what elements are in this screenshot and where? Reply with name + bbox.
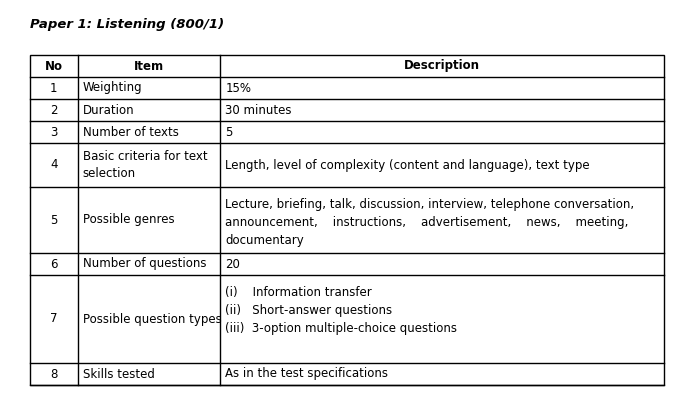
Text: 5: 5: [225, 126, 233, 139]
Text: Skills tested: Skills tested: [83, 367, 154, 381]
Text: Possible question types: Possible question types: [83, 312, 221, 325]
Text: 1: 1: [50, 82, 57, 94]
Text: Paper 1: Listening (800/1): Paper 1: Listening (800/1): [30, 18, 224, 31]
Text: Number of questions: Number of questions: [83, 258, 206, 270]
Text: Lecture, briefing, talk, discussion, interview, telephone conversation,
announce: Lecture, briefing, talk, discussion, int…: [225, 198, 635, 247]
Text: Length, level of complexity (content and language), text type: Length, level of complexity (content and…: [225, 158, 590, 171]
Text: 20: 20: [225, 258, 240, 270]
Text: 4: 4: [50, 158, 57, 171]
Text: Number of texts: Number of texts: [83, 126, 178, 139]
Text: (i)    Information transfer
(ii)   Short-answer questions
(iii)  3-option multip: (i) Information transfer (ii) Short-answ…: [225, 286, 457, 335]
Bar: [30, 55, 664, 385]
Text: Possible genres: Possible genres: [83, 213, 174, 226]
Text: 30 minutes: 30 minutes: [225, 104, 291, 116]
Text: 2: 2: [50, 104, 57, 116]
Text: 7: 7: [50, 312, 57, 325]
Text: 8: 8: [50, 367, 57, 381]
Text: Duration: Duration: [83, 104, 134, 116]
Text: 15%: 15%: [225, 82, 251, 94]
Text: 5: 5: [50, 213, 57, 226]
Text: No: No: [45, 59, 63, 72]
Text: 6: 6: [50, 258, 57, 270]
Text: Basic criteria for text
selection: Basic criteria for text selection: [83, 150, 207, 180]
Text: Weighting: Weighting: [83, 82, 142, 94]
Text: Item: Item: [134, 59, 164, 72]
Text: As in the test specifications: As in the test specifications: [225, 367, 388, 381]
Text: 3: 3: [50, 126, 57, 139]
Text: Description: Description: [404, 59, 480, 72]
